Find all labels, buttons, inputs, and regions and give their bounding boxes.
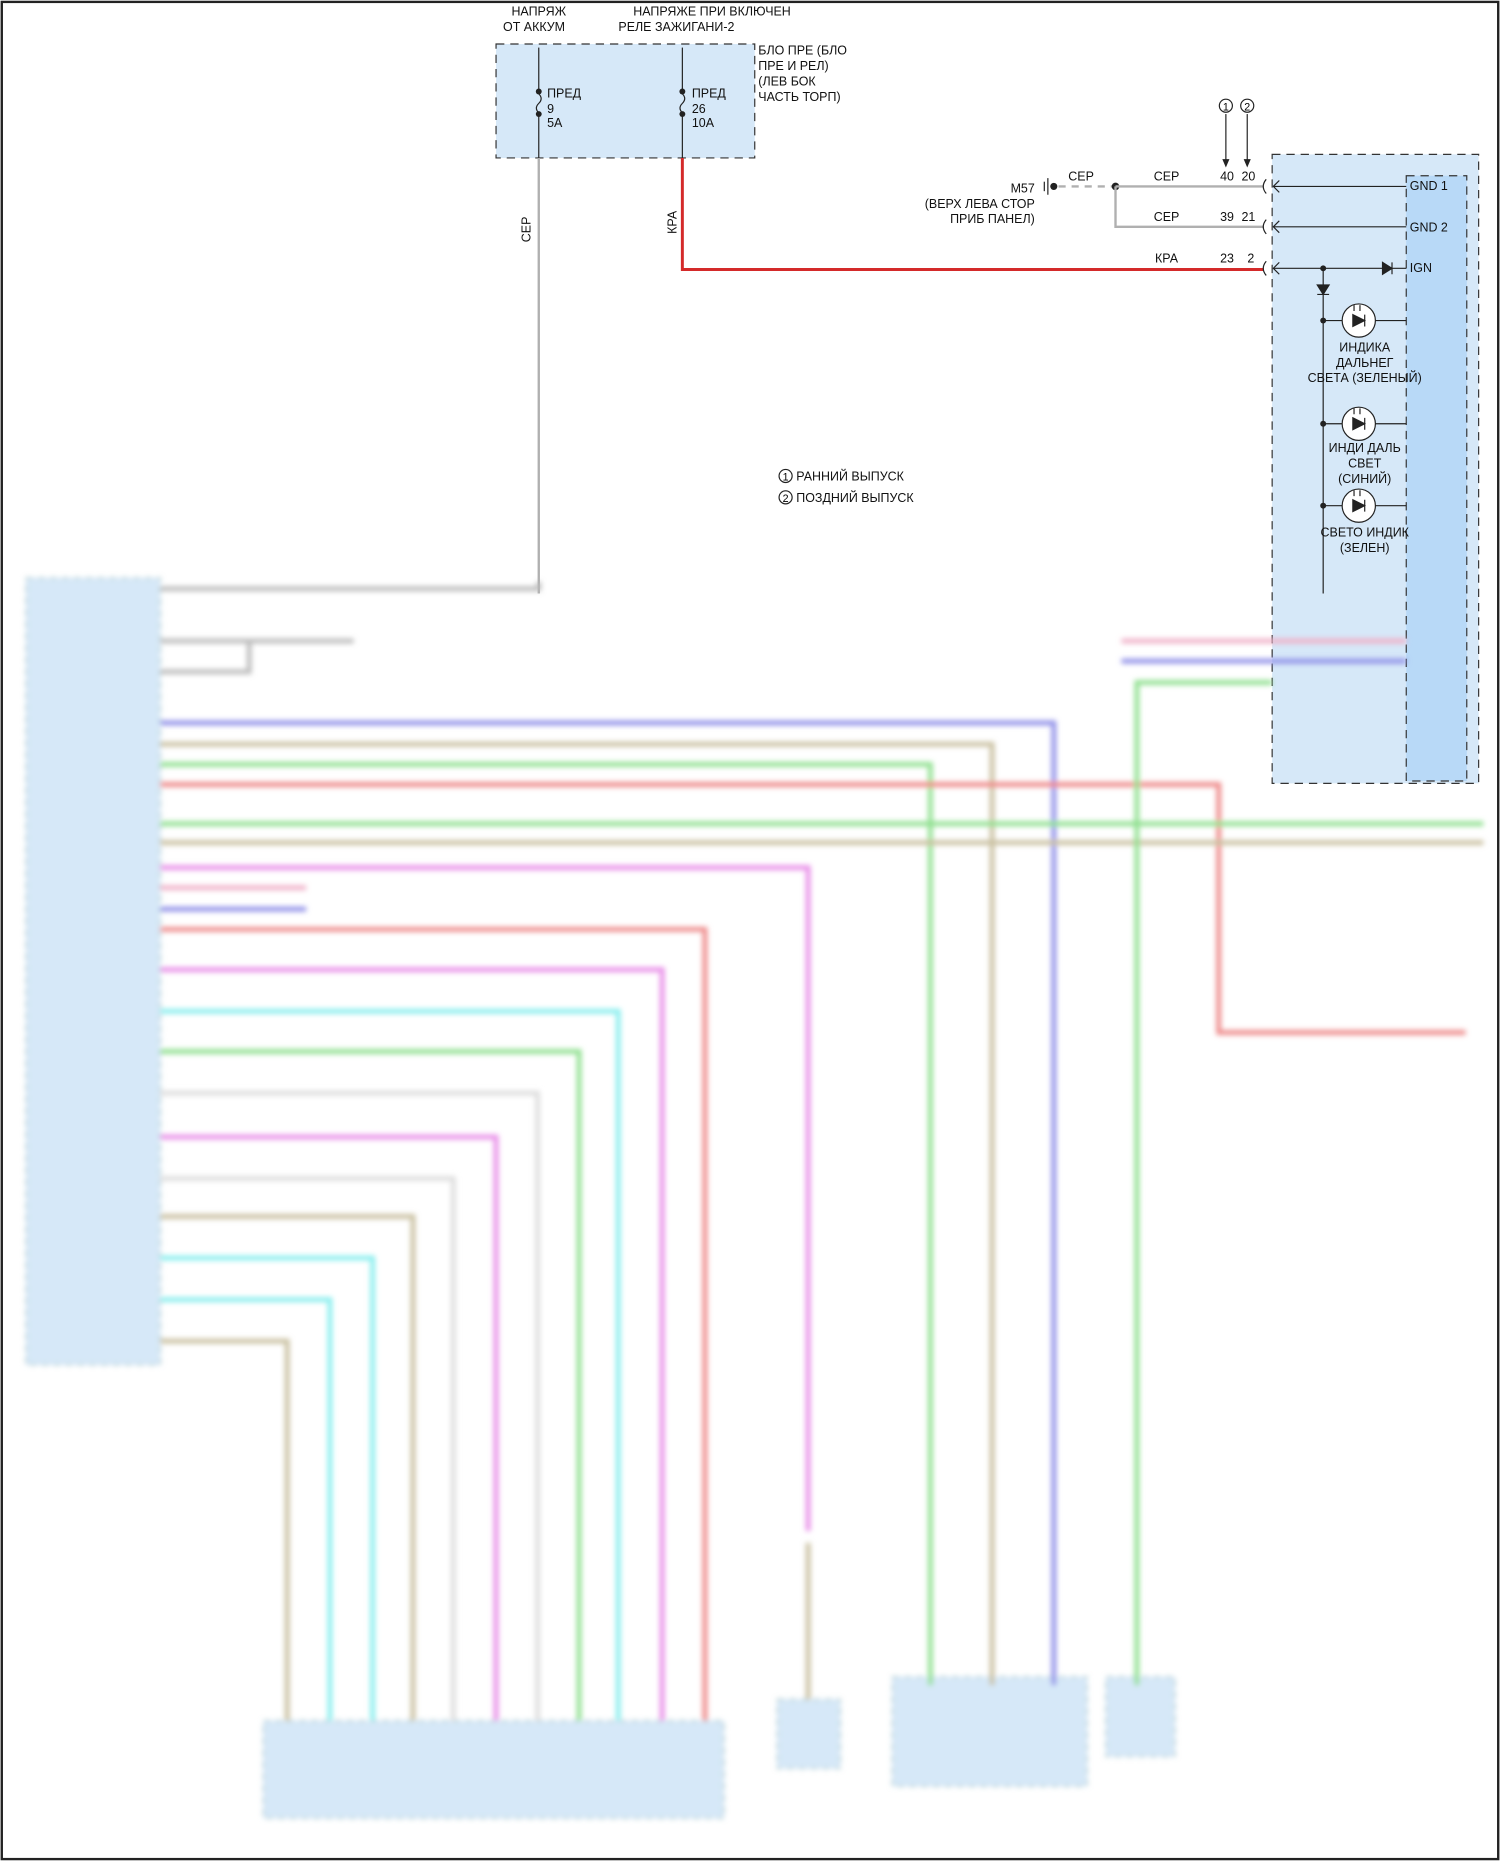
svg-text:10A: 10A [692,116,715,130]
switch-component [1105,1676,1176,1758]
wire [160,1008,621,1721]
wire [160,1214,416,1721]
wire [160,761,933,1686]
module-inner [1405,175,1468,782]
wire [160,741,995,1686]
wire [160,1049,582,1721]
legend: 1 РАННИЙ ВЫПУСК 2 ПОЗДНИЙ ВЫПУСК [778,469,914,505]
indicator-label: СВЕТО ИНДИК [1321,526,1410,540]
diode-icon [1381,261,1394,276]
wire [160,865,811,1531]
indicator-label: ДАЛЬНЕГ [1336,356,1394,370]
indicator-label: СВЕТ [1348,457,1382,471]
wire [160,926,708,1721]
ground-icon [1043,178,1058,195]
indicator-label: (ЗЕЛЕН) [1340,541,1390,555]
wire-label: СЕР [1154,170,1180,184]
ground-location-2: ПРИБ ПАНЕЛ) [950,212,1035,226]
wire-red-ignition [680,157,1264,271]
diode-icon [1316,284,1331,296]
fuse-26: ПРЕД 26 10A [679,47,727,158]
battery-label-2: ОТ АККУМ [503,20,565,34]
wire [160,720,1057,1686]
wire [160,1297,333,1721]
pin-late: 20 [1241,170,1255,184]
indicator-label: (СИНИЙ) [1338,471,1391,486]
svg-text:9: 9 [547,102,554,116]
fuse-box-label-2: ПРЕ И РЕЛ) [758,59,828,73]
wire [160,1090,540,1721]
svg-text:2: 2 [1244,101,1250,113]
wire [1134,680,1273,1686]
fuse-icon [679,93,686,114]
indicator-label: СВЕТА (ЗЕЛЕНЫЙ) [1308,370,1422,385]
fuse-box-label-3: (ЛЕВ БОК [758,75,816,89]
wire-label-grey: СЕР [519,217,533,243]
indicator-label: ИНДИКА [1339,340,1391,354]
wire [160,1255,376,1721]
wire-label: КРА [1155,251,1179,265]
signal-gnd1: GND 1 [1410,179,1448,193]
fuse-9: ПРЕД 9 5A [535,47,582,158]
wire [160,1176,456,1721]
wire-label: СЕР [1154,210,1180,224]
pin-early: 39 [1220,210,1234,224]
wire-label: СЕР [1068,170,1094,184]
svg-text:ПРЕД: ПРЕД [692,86,727,100]
wire-label-red: КРА [665,210,679,234]
indicator-label: ИНДИ ДАЛЬ [1329,441,1401,455]
pin-early: 40 [1220,170,1234,184]
svg-text:ПРЕД: ПРЕД [547,86,582,100]
switch-connector [262,1720,725,1819]
pin-late: 2 [1247,251,1254,265]
legend-late: ПОЗДНИЙ ВЫПУСК [796,490,914,505]
wire-grey-gnd2 [1114,186,1264,228]
ignition-label-1: НАПРЯЖЕ ПРИ ВКЛЮЧЕН [633,5,791,19]
battery-label-1: НАПРЯЖ [511,5,566,19]
fuse-icon [535,93,542,114]
fuse-box-label-4: ЧАСТЬ ТОРП) [758,90,840,104]
svg-text:1: 1 [783,472,789,484]
svg-text:2: 2 [783,493,789,505]
wire [160,638,354,675]
pin-early: 23 [1220,251,1234,265]
switch-component [776,1698,841,1769]
control-module [25,577,161,1366]
ignition-label-2: РЕЛЕ ЗАЖИГАНИ-2 [618,20,734,34]
variant-marker-late: 2 [1240,98,1255,168]
indicator-lamp: ИНДИ ДАЛЬ СВЕТ(СИНИЙ) [1320,406,1407,486]
arrow-down-icon [1222,159,1230,168]
wire [160,1338,290,1721]
variant-marker-early: 1 [1218,98,1233,168]
pin-late: 21 [1241,210,1255,224]
svg-text:5A: 5A [547,116,563,130]
svg-text:26: 26 [692,102,706,116]
fuse-box [495,43,756,159]
ground-location-1: (ВЕРХ ЛЕВА СТОР [925,197,1035,211]
sensor-component [891,1676,1088,1787]
blurred-region [25,577,1484,1819]
wire [160,1134,499,1721]
wire [160,967,665,1721]
svg-text:1: 1 [1223,101,1229,113]
signal-gnd2: GND 2 [1410,221,1448,235]
fuse-box-label-1: БЛО ПРЕ (БЛО [758,44,847,58]
signal-ign: IGN [1410,261,1432,275]
indicator-lamp: СВЕТО ИНДИК(ЗЕЛЕН) [1320,488,1410,555]
wire [160,782,1466,1035]
arrow-down-icon [1243,159,1251,168]
legend-early: РАННИЙ ВЫПУСК [796,469,904,484]
wire [160,581,542,592]
ground-id: M57 [1011,181,1035,195]
